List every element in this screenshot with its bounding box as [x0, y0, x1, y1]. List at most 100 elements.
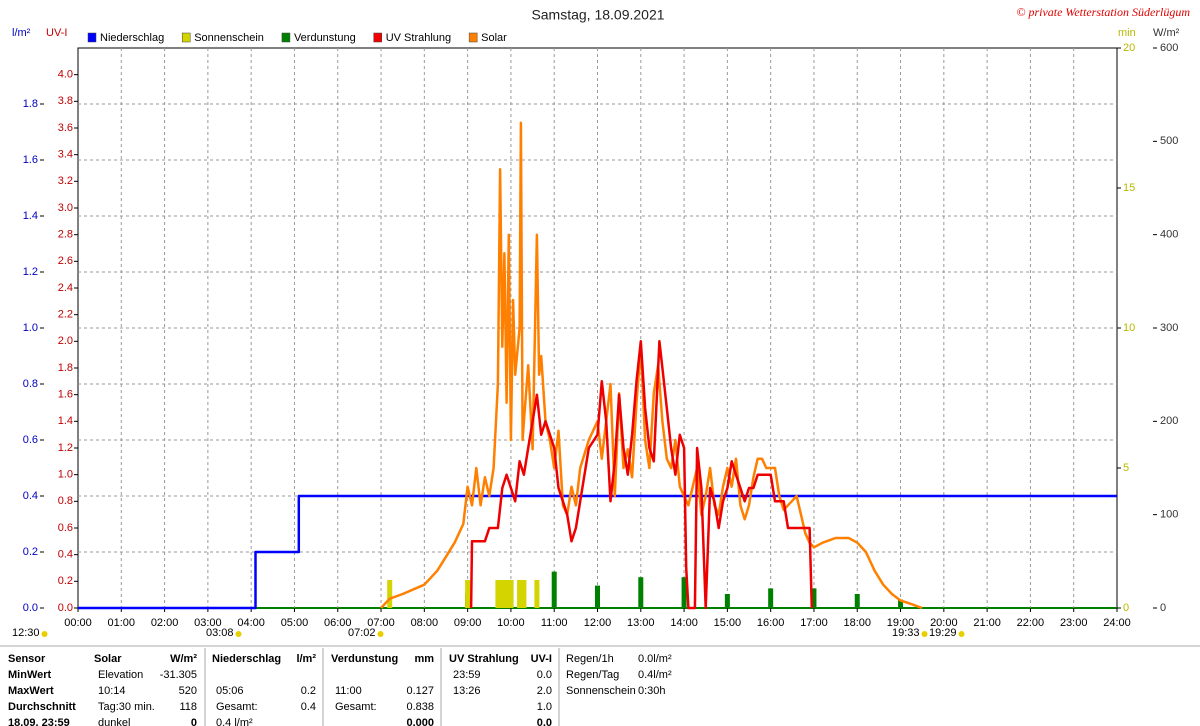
x-tick-label: 01:00: [108, 617, 136, 629]
legend-swatch: [373, 32, 382, 43]
sun-icon: [958, 631, 965, 637]
y-tick-label: 0.0: [23, 602, 38, 614]
y-tick-label: 1.6: [23, 154, 38, 166]
bar: [595, 585, 600, 608]
y-tick-label: 400: [1160, 229, 1178, 241]
legend-swatch: [468, 32, 478, 43]
y-tick-label: 2.0: [58, 335, 73, 347]
x-tick-label: 08:00: [411, 617, 439, 629]
series-line: [469, 340, 814, 610]
section-unit: W/m²: [170, 653, 197, 665]
y-tick-label: 10: [1123, 322, 1135, 334]
y-tick-label: 3.6: [58, 122, 73, 134]
y-tick-label: 300: [1160, 322, 1178, 334]
chart-title: Samstag, 18.09.2021: [531, 7, 664, 23]
row-label: MaxWert: [8, 685, 54, 697]
legend-swatch: [281, 32, 291, 43]
x-tick-label: 06:00: [324, 617, 352, 629]
y-tick-label: 15: [1123, 182, 1135, 194]
x-tick-label: 16:00: [757, 617, 785, 629]
info-label: Regen/1h: [566, 653, 614, 665]
bar: [681, 577, 687, 608]
x-tick-label: 07:00: [367, 617, 395, 629]
bar: [898, 599, 904, 608]
bar: [517, 580, 523, 608]
cell-value: 0.0: [537, 717, 552, 726]
y-tick-label: 1.4: [58, 415, 73, 427]
y-tick-label: 100: [1160, 509, 1178, 521]
y-tick-label: 1.6: [58, 389, 73, 401]
y-tick-label: 500: [1160, 135, 1178, 147]
cell-label: Elevation: [98, 669, 143, 681]
x-tick-label: 20:00: [930, 617, 958, 629]
cell-label: Gesamt:: [335, 701, 377, 713]
section-unit: mm: [414, 653, 434, 665]
time-annotation: 19:29: [929, 627, 957, 639]
y-tick-label: 0: [1123, 602, 1129, 614]
axis-label: UV-I: [46, 27, 67, 39]
x-tick-label: 22:00: [1017, 617, 1045, 629]
y-tick-label: 0.0: [58, 602, 73, 614]
cell-value: 0.2: [301, 685, 316, 697]
axis-label: W/m²: [1153, 27, 1180, 39]
y-tick-label: 0.4: [23, 490, 38, 502]
time-annotation: 03:08: [206, 627, 234, 639]
sun-icon: [235, 631, 242, 637]
section-header: Niederschlag: [212, 653, 281, 665]
section-header: UV Strahlung: [449, 653, 519, 665]
y-tick-label: 1.4: [23, 210, 38, 222]
y-tick-label: 5: [1123, 462, 1129, 474]
legend-label: Niederschlag: [100, 32, 164, 44]
bar: [724, 594, 730, 608]
x-tick-label: 03:00: [194, 617, 222, 629]
y-tick-label: 1.2: [23, 266, 38, 278]
sun-icon: [921, 631, 928, 637]
row-label: MinWert: [8, 669, 52, 681]
bar: [495, 580, 501, 608]
x-tick-label: 04:00: [237, 617, 265, 629]
cell-value: 1.0: [537, 701, 552, 713]
row-label: Durchschnitt: [8, 701, 76, 713]
cell-label: Gesamt:: [216, 701, 258, 713]
y-tick-label: 0.4: [58, 549, 73, 561]
x-tick-label: 19:00: [887, 617, 915, 629]
y-tick-label: 0.8: [58, 495, 73, 507]
sun-icon: [41, 631, 48, 637]
copyright: © private Wetterstation Süderlügum: [1016, 5, 1190, 19]
bar: [811, 588, 817, 608]
y-tick-label: 1.2: [58, 442, 73, 454]
x-tick-label: 15:00: [714, 617, 742, 629]
time-annotation: 12:30: [12, 627, 40, 639]
x-tick-label: 00:00: [64, 617, 92, 629]
legend-swatch: [87, 32, 97, 43]
legend-swatch: [181, 32, 191, 43]
section-header: Solar: [94, 653, 122, 665]
y-tick-label: 0: [1160, 602, 1166, 614]
x-tick-label: 02:00: [151, 617, 179, 629]
cell-value: -31.305: [160, 669, 197, 681]
cell-value: 0.838: [406, 701, 434, 713]
cell-value: 0.0: [537, 669, 552, 681]
y-tick-label: 1.0: [58, 469, 73, 481]
row-label: 18.09. 23:59: [8, 717, 70, 726]
info-value: 0.4l/m²: [638, 669, 672, 681]
cell-label: 23:59: [453, 669, 481, 681]
y-tick-label: 600: [1160, 42, 1178, 54]
y-tick-label: 0.8: [23, 378, 38, 390]
y-tick-label: 1.0: [23, 322, 38, 334]
y-tick-label: 2.8: [58, 229, 73, 241]
y-tick-label: 0.6: [23, 434, 38, 446]
cell-value: 0.127: [406, 685, 434, 697]
cell-value: 118: [179, 701, 197, 713]
bar: [387, 580, 393, 608]
info-value: 0.0l/m²: [638, 653, 672, 665]
x-tick-label: 09:00: [454, 617, 482, 629]
y-tick-label: 2.6: [58, 255, 73, 267]
y-tick-label: 3.0: [58, 202, 73, 214]
section-unit: UV-I: [531, 653, 552, 665]
cell-label: dunkel: [98, 717, 130, 726]
axis-label: min: [1118, 27, 1136, 39]
cell-value: 0.000: [406, 717, 434, 726]
x-tick-label: 13:00: [627, 617, 655, 629]
